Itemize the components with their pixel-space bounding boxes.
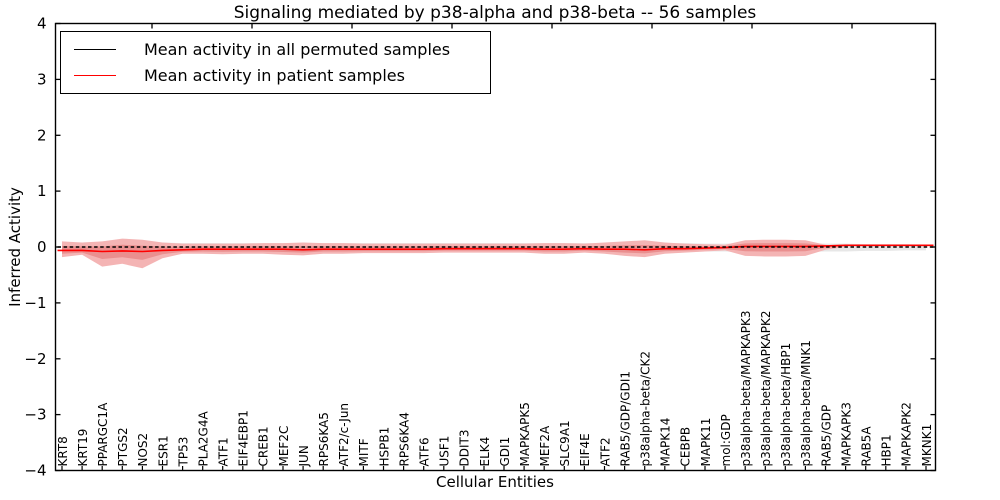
x-tick-label: DDIT3: [458, 430, 472, 467]
x-tick-label: PPARGC1A: [96, 402, 110, 467]
y-tick-label: 2: [37, 126, 47, 144]
x-tick-label: RPS6KA4: [397, 412, 411, 466]
x-tick-label: p38alpha-beta/HBP1: [779, 343, 793, 467]
x-tick-label: SLC9A1: [558, 420, 572, 466]
y-tick-label: −3: [24, 406, 46, 424]
x-tick-labels: KRT8 KRT19 PPARGC1A PTGS2 NOS2 ESR1 TP53 PLA2G4…: [56, 311, 934, 468]
x-tick-label: p38alpha-beta/MAPKAPK3: [739, 311, 753, 467]
x-tick-label: KRT8: [56, 436, 70, 466]
x-axis-top-ticks: [151, 23, 853, 29]
x-tick-label: ATF1: [217, 437, 231, 466]
x-tick-label: MITF: [357, 438, 371, 466]
y-axis-label: Inferred Activity: [6, 187, 24, 307]
x-tick-label: GDI1: [498, 437, 512, 467]
x-tick-label: mol:GDP: [719, 414, 733, 466]
x-tick-label: RAB5/GDP: [819, 405, 833, 467]
x-tick-label: p38alpha-beta/CK2: [639, 351, 653, 466]
x-tick-label: MEF2C: [277, 426, 291, 467]
x-tick-label: ATF2/c-Jun: [337, 403, 351, 467]
x-tick-label: MAPKAPK3: [839, 402, 853, 466]
legend-line-sample: [74, 49, 116, 50]
x-tick-label: MAPKAPK2: [900, 402, 914, 466]
x-tick-label: p38alpha-beta/MNK1: [799, 340, 813, 466]
x-tick-label: EIF4EBP1: [237, 410, 251, 466]
y-tick-label: 4: [37, 15, 47, 33]
patient-band-outer: [62, 238, 926, 269]
y-axis-ticks: −4 −3 −2 −1 0 1 2 3 4: [24, 15, 936, 480]
x-tick-label: JUN: [297, 445, 311, 467]
x-tick-label: RAB5/GDP/GDI1: [618, 371, 632, 467]
x-tick-label: USF1: [438, 436, 452, 467]
x-tick-label: PTGS2: [116, 427, 130, 466]
x-tick-label: KRT19: [76, 429, 90, 467]
x-tick-label: ATF6: [418, 437, 432, 466]
x-tick-label: PLA2G4A: [197, 411, 211, 467]
chart-title: Signaling mediated by p38-alpha and p38-…: [233, 3, 757, 23]
x-tick-label: ESR1: [156, 435, 170, 466]
legend-entry: Mean activity in patient samples: [74, 66, 450, 85]
x-tick-label: p38alpha-beta/MAPKAPK2: [759, 311, 773, 467]
x-tick-label: CREB1: [257, 426, 271, 466]
x-tick-label: MEF2A: [538, 425, 552, 466]
x-tick-label: RAB5A: [860, 426, 874, 467]
patient-mean-line: [57, 244, 934, 253]
x-tick-label: TP53: [176, 437, 190, 468]
x-tick-label: HBP1: [880, 434, 894, 466]
y-tick-label: 3: [37, 70, 47, 88]
x-tick-label: MAPK11: [699, 418, 713, 467]
x-axis-ticks: [61, 466, 927, 471]
x-tick-label: EIF4E: [578, 433, 592, 466]
y-tick-label: −4: [24, 462, 46, 480]
x-tick-label: RPS6KA5: [317, 412, 331, 466]
x-tick-label: MAPKAPK5: [518, 402, 532, 466]
x-tick-label: MKNK1: [920, 424, 934, 467]
y-tick-label: −1: [24, 294, 46, 312]
x-tick-label: ELK4: [478, 437, 492, 467]
x-tick-label: ATF2: [598, 437, 612, 466]
y-tick-label: 1: [37, 182, 47, 200]
legend-entry-label: Mean activity in patient samples: [144, 66, 405, 85]
legend-entry: Mean activity in all permuted samples: [74, 40, 450, 59]
x-tick-label: MAPK14: [659, 418, 673, 467]
x-tick-label: HSPB1: [377, 427, 391, 467]
y-tick-label: 0: [37, 238, 47, 256]
x-tick-label: NOS2: [136, 433, 150, 467]
y-tick-label: −2: [24, 350, 46, 368]
legend: Mean activity in all permuted samples Mea…: [60, 31, 492, 94]
x-tick-label: CEBPB: [679, 427, 693, 467]
legend-entry-label: Mean activity in all permuted samples: [144, 40, 451, 59]
legend-line-sample: [74, 75, 116, 76]
x-axis-label: Cellular Entities: [436, 473, 554, 491]
